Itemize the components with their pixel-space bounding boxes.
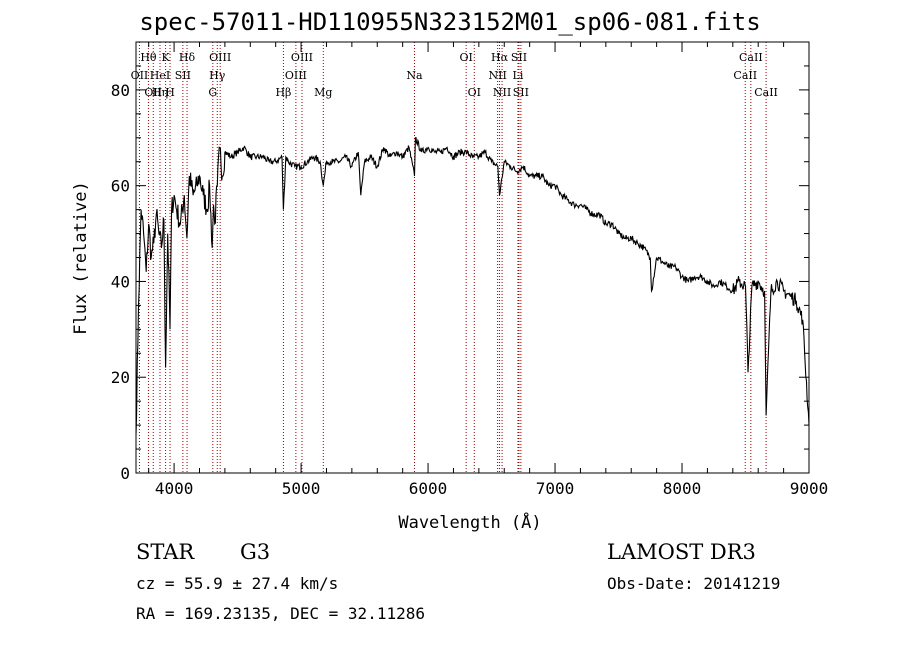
line-label-20: Hα (491, 51, 509, 64)
line-label-22: SII (511, 51, 527, 64)
survey-name: LAMOST DR3 (607, 540, 756, 564)
line-label-21: NII (493, 86, 511, 99)
coordinates: RA = 169.23135, DEC = 32.11286 (136, 604, 425, 623)
line-label-11: OIII (209, 51, 231, 64)
line-label-15: Mg (314, 86, 332, 99)
x-tick-label-7000: 7000 (536, 479, 575, 498)
line-label-17: OI (459, 51, 472, 64)
observation-date: Obs-Date: 20141219 (607, 574, 781, 593)
line-label-24: SII (513, 86, 529, 99)
line-label-5: K (161, 51, 170, 64)
spectrum-series (135, 137, 810, 435)
line-label-18: OI (468, 86, 481, 99)
y-tick-label-20: 20 (111, 368, 130, 387)
object-subclass: G3 (240, 540, 271, 564)
emission-line-markers (138, 42, 767, 473)
plot-frame (135, 41, 810, 474)
object-class: STAR (136, 540, 195, 564)
axis-ticks: 4000 5000 6000 7000 8000 9000 0 20 40 60 80 (111, 41, 829, 498)
line-label-6: H (165, 86, 175, 99)
x-tick-label-5000: 5000 (282, 479, 321, 498)
line-label-10: Hγ (209, 69, 226, 82)
y-tick-label-80: 80 (111, 81, 130, 100)
line-label-25: CaII (733, 69, 757, 82)
line-label-8: Hδ (179, 51, 196, 64)
line-label-26: CaII (739, 51, 763, 64)
x-tick-label-8000: 8000 (663, 479, 702, 498)
line-label-12: Hβ (275, 86, 291, 99)
line-label-0: OII (131, 69, 149, 82)
line-label-9: G (208, 86, 217, 99)
line-label-4: HeI (150, 69, 170, 82)
line-label-13: OIII (285, 69, 307, 82)
line-label-23: Li (513, 69, 524, 82)
line-label-3: Hη (152, 86, 168, 99)
x-tick-label-4000: 4000 (155, 479, 194, 498)
redshift-velocity: cz = 55.9 ± 27.4 km/s (136, 574, 339, 593)
y-tick-label-60: 60 (111, 177, 130, 196)
line-label-14: OIII (291, 51, 313, 64)
line-label-1: Hθ (140, 51, 157, 64)
x-axis-label: Wavelength (Å) (398, 511, 541, 533)
y-tick-label-0: 0 (120, 464, 130, 483)
line-label-7: SII (175, 69, 191, 82)
line-label-2: OII (144, 86, 162, 99)
line-label-19: NII (488, 69, 506, 82)
y-axis-label: Flux (relative) (71, 181, 91, 335)
chart-title: spec-57011-HD110955N323152M01_sp06-081.f… (139, 8, 761, 36)
spectrum-line (135, 137, 810, 435)
line-label-16: Na (406, 69, 423, 82)
line-labels: OIIHθOIIHηHeIKHSIIHδGHγOIIIHβOIIIOIIIMgN… (131, 51, 778, 99)
x-tick-label-6000: 6000 (409, 479, 448, 498)
y-tick-label-40: 40 (111, 272, 130, 291)
line-label-27: CaII (754, 86, 778, 99)
x-tick-label-9000: 9000 (790, 479, 829, 498)
